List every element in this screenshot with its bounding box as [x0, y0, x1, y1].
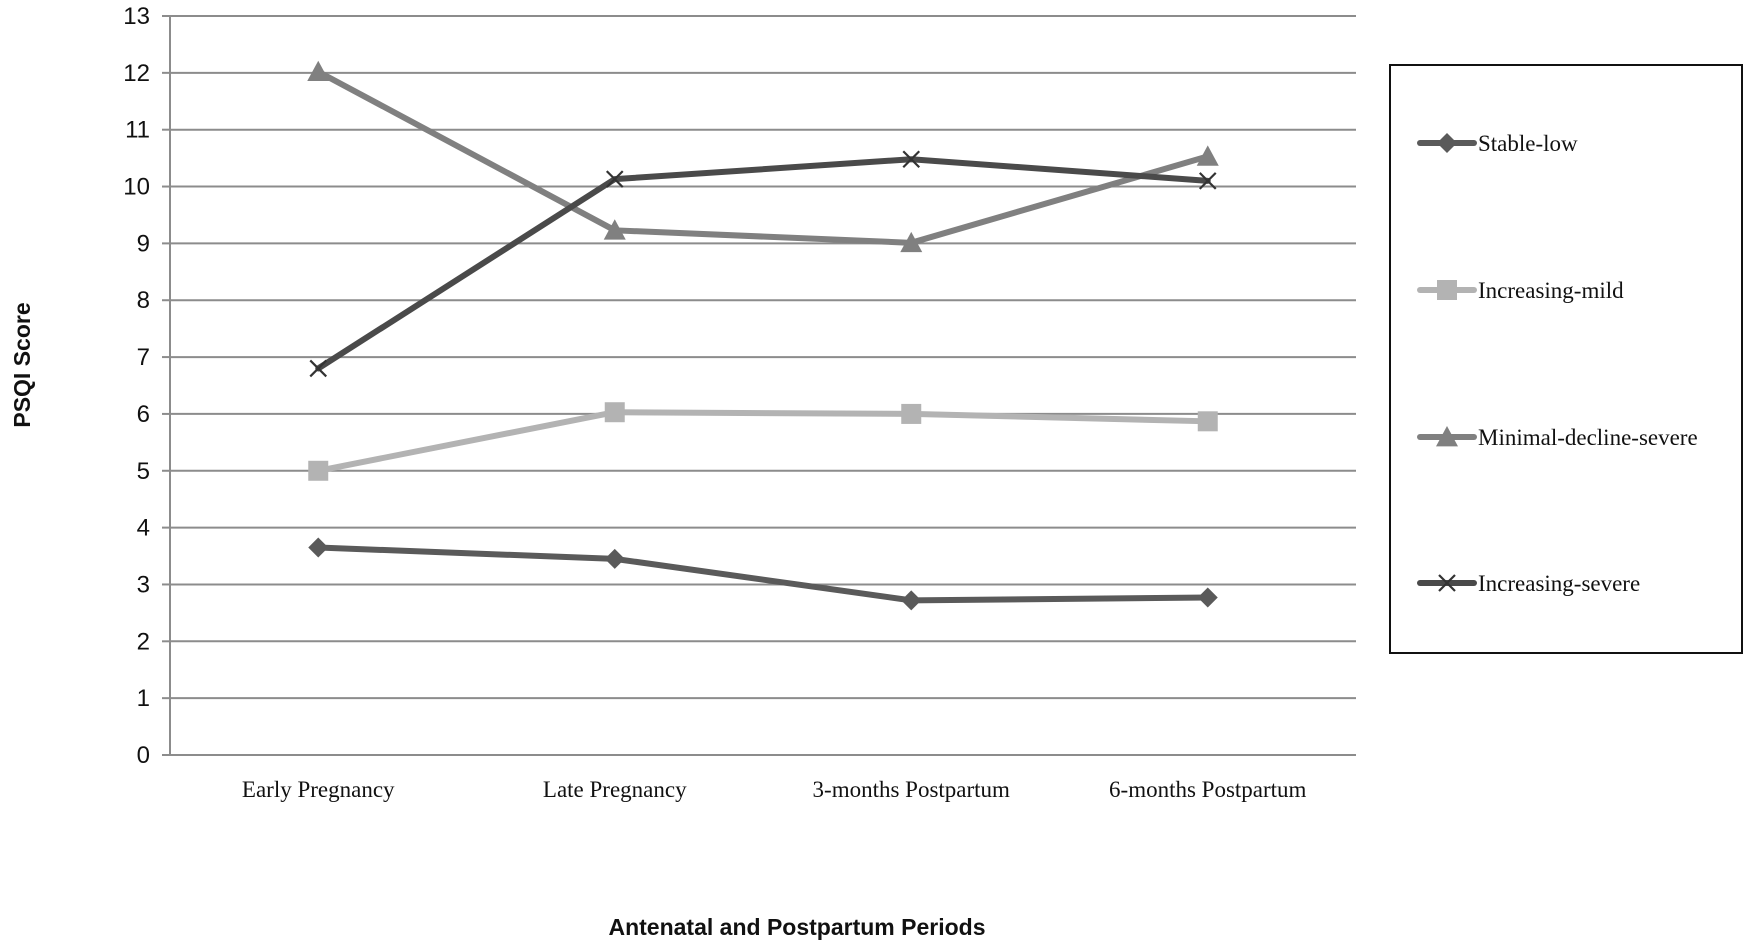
y-tick-label: 8 — [137, 287, 150, 314]
series-line — [315, 544, 1211, 604]
series-minimal-decline-severe — [307, 60, 1219, 253]
legend-label: Increasing-mild — [1478, 278, 1624, 303]
legend-item: Stable-low — [1417, 131, 1578, 156]
series-line — [315, 409, 1211, 474]
series-line — [315, 68, 1211, 246]
data-point-square — [1197, 411, 1218, 432]
legend-label: Minimal-decline-severe — [1478, 425, 1698, 450]
data-point-diamond — [901, 590, 922, 611]
y-tick-label: 13 — [123, 3, 150, 30]
legend-items: Stable-low Increasing-mild Minimal-decline… — [1417, 131, 1698, 596]
y-tick-label: 10 — [123, 174, 150, 201]
x-tick-labels: Early Pregnancy Late Pregnancy 3-months Po… — [242, 777, 1307, 802]
y-tick-label: 3 — [137, 571, 150, 598]
series-stable-low — [308, 537, 1218, 611]
y-axis-title: PSQI Score — [9, 302, 35, 427]
x-tick-label: 3-months Postpartum — [813, 777, 1011, 802]
legend-label: Stable-low — [1478, 131, 1578, 156]
data-point-triangle — [1196, 145, 1219, 166]
data-point-diamond — [1197, 587, 1218, 608]
x-axis-title: Antenatal and Postpartum Periods — [608, 914, 985, 940]
data-point-square — [901, 403, 922, 424]
data-point-triangle — [900, 231, 923, 253]
legend-marker-square — [1437, 280, 1457, 300]
data-point-x — [309, 359, 328, 378]
series-lines — [307, 60, 1219, 611]
axes — [162, 15, 1356, 756]
legend-label: Increasing-severe — [1478, 571, 1640, 596]
x-tick-label: Late Pregnancy — [543, 777, 687, 802]
y-tick-label: 1 — [137, 685, 150, 712]
legend-item: Minimal-decline-severe — [1417, 425, 1698, 450]
series-increasing-mild — [308, 402, 1218, 481]
y-tick-label: 4 — [137, 515, 150, 542]
x-tick-label: 6-months Postpartum — [1109, 777, 1307, 802]
data-point-x — [605, 170, 624, 188]
data-point-x — [1198, 172, 1217, 190]
series-line — [315, 156, 1211, 372]
data-point-square — [308, 460, 329, 481]
x-tick-label: Early Pregnancy — [242, 777, 395, 802]
legend-item: Increasing-mild — [1417, 278, 1624, 303]
legend: Stable-low Increasing-mild Minimal-decline… — [1389, 64, 1743, 654]
data-point-diamond — [604, 548, 625, 569]
legend-marker-triangle — [1436, 426, 1458, 447]
y-tick-label: 2 — [137, 628, 150, 655]
data-point-x — [902, 150, 921, 169]
y-tick-label: 0 — [137, 742, 150, 769]
data-point-triangle — [603, 219, 626, 240]
y-tick-label: 7 — [137, 344, 150, 371]
legend-item: Increasing-severe — [1417, 571, 1640, 596]
legend-marker-diamond — [1437, 133, 1457, 153]
data-point-triangle — [307, 60, 330, 82]
legend-marker-x — [1438, 574, 1456, 592]
y-tick-label: 6 — [137, 401, 150, 428]
data-point-diamond — [308, 537, 329, 558]
data-point-square — [604, 402, 625, 423]
legend-box — [1389, 64, 1743, 654]
series-increasing-severe — [309, 150, 1217, 378]
y-tick-label: 11 — [125, 117, 150, 144]
y-tick-label: 5 — [137, 458, 150, 485]
y-tick-label: 9 — [137, 230, 150, 257]
y-tick-label: 12 — [123, 60, 150, 87]
